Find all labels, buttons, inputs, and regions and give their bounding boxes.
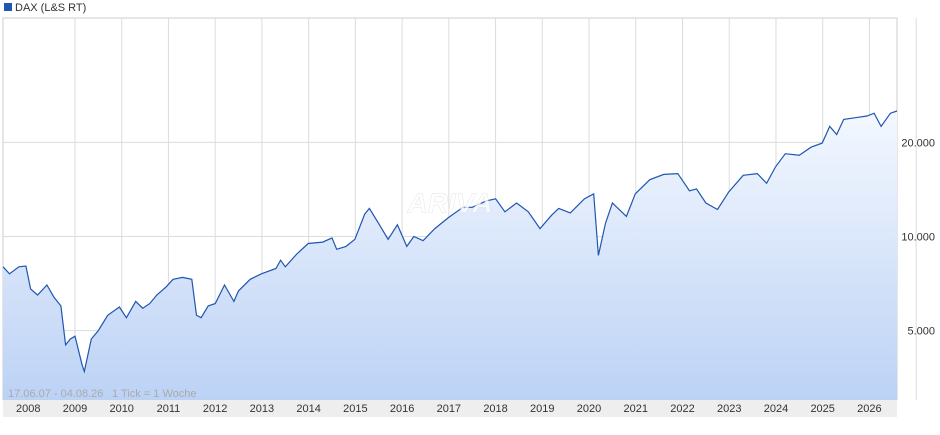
x-tick-label: 2026 [857, 403, 881, 415]
x-tick-label: 2021 [624, 403, 648, 415]
x-tick-label: 2025 [810, 403, 834, 415]
x-tick-label: 2009 [63, 403, 87, 415]
x-axis-band [3, 400, 897, 417]
y-tick-label: 20.000 [901, 137, 935, 149]
x-tick-label: 2008 [16, 403, 40, 415]
x-tick-label: 2014 [296, 403, 320, 415]
x-tick-label: 2018 [483, 403, 507, 415]
x-tick-label: 2019 [530, 403, 554, 415]
x-tick-label: 2015 [343, 403, 367, 415]
x-tick-label: 2010 [109, 403, 133, 415]
y-tick-label: 10.000 [901, 231, 935, 243]
tick-note: 1 Tick = 1 Woche [112, 388, 196, 400]
x-tick-label: 2016 [390, 403, 414, 415]
x-tick-label: 2023 [717, 403, 741, 415]
x-tick-label: 2011 [157, 403, 181, 415]
x-tick-label: 2022 [670, 403, 694, 415]
x-tick-label: 2013 [250, 403, 274, 415]
x-tick-label: 2012 [203, 403, 227, 415]
area-fill [3, 111, 897, 400]
legend-label: DAX (L&S RT) [15, 2, 86, 14]
x-tick-label: 2024 [764, 403, 788, 415]
x-tick-label: 2020 [577, 403, 601, 415]
watermark: ARIVA [406, 187, 492, 218]
legend-swatch [4, 3, 12, 11]
date-range-note: 17.06.07 - 04.08.26 [8, 388, 103, 400]
x-tick-label: 2017 [437, 403, 461, 415]
y-tick-label: 5.000 [907, 326, 935, 338]
price-line [2, 110, 898, 374]
